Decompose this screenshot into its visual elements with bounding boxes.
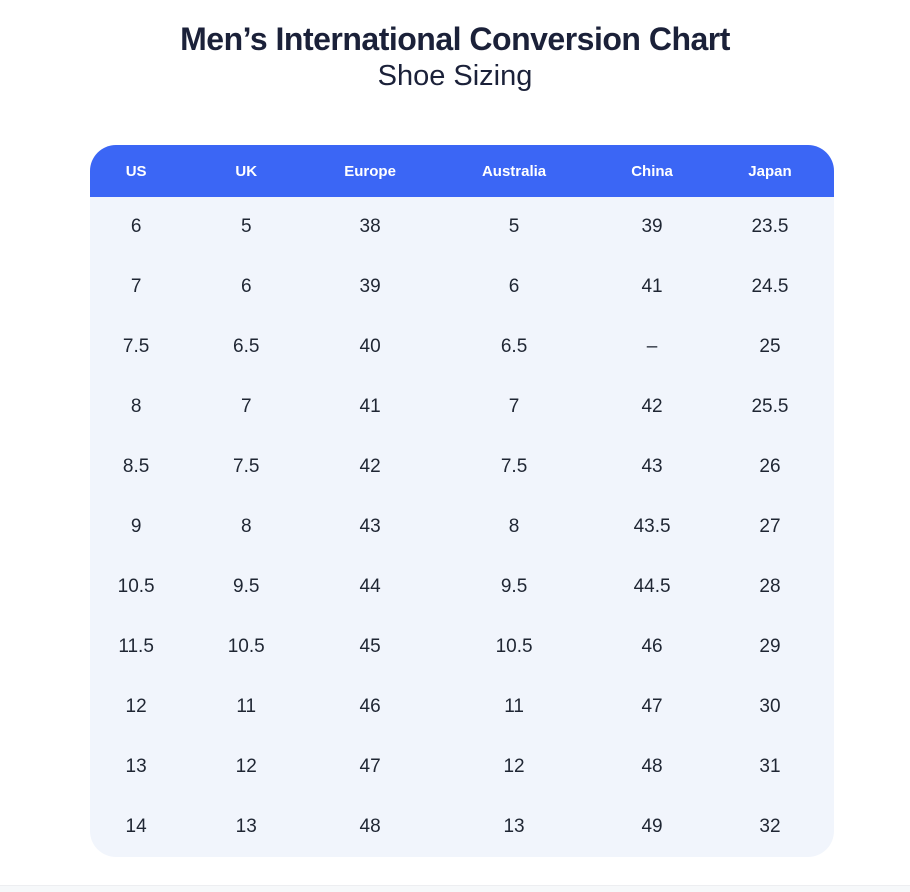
table-cell: 42	[359, 456, 381, 477]
table-cell: 9.5	[500, 576, 528, 597]
table-cell: 7	[508, 396, 520, 417]
conversion-table: US UK Europe Australia China Japan 6 5 38 5 39 23.…	[90, 145, 834, 857]
column-header-japan: Japan	[748, 162, 792, 180]
table-cell: 7.5	[122, 336, 150, 357]
table-cell: 48	[641, 756, 663, 777]
table-cell: 41	[641, 276, 663, 297]
table-cell: 8.5	[122, 456, 150, 477]
column-header-us: US	[125, 162, 147, 180]
table-body: 6 5 38 5 39 23.5 7 6 39 6 41 24.5 7.5 6.5 40 6.5 – 25 8 7 41…	[90, 197, 834, 857]
footer-strip	[0, 885, 910, 892]
table-cell: 13	[125, 756, 147, 777]
table-cell: 39	[641, 216, 663, 237]
table-cell: 8	[240, 516, 252, 537]
table-cell: 6	[508, 276, 520, 297]
table-row: 14 13 48 13 49 32	[90, 797, 834, 857]
table-header-row: US UK Europe Australia China Japan	[90, 145, 834, 197]
table-cell: 12	[125, 696, 147, 717]
table-cell: 7	[240, 396, 252, 417]
table-cell: 25	[759, 336, 781, 357]
table-cell: 43.5	[633, 516, 671, 537]
table-cell: 14	[125, 816, 147, 837]
table-cell: 46	[641, 636, 663, 657]
table-cell: 41	[359, 396, 381, 417]
table-cell: 10.5	[117, 576, 155, 597]
table-cell: –	[646, 336, 658, 357]
table-cell: 6	[240, 276, 252, 297]
page-title: Men’s International Conversion Chart	[180, 21, 730, 57]
table-cell: 28	[759, 576, 781, 597]
column-header-australia: Australia	[481, 162, 547, 180]
table-cell: 48	[359, 816, 381, 837]
table-row: 8.5 7.5 42 7.5 43 26	[90, 437, 834, 497]
table-row: 13 12 47 12 48 31	[90, 737, 834, 797]
table-cell: 24.5	[751, 276, 789, 297]
table-cell: 32	[759, 816, 781, 837]
table-row: 6 5 38 5 39 23.5	[90, 197, 834, 257]
table-cell: 7	[130, 276, 142, 297]
column-header-uk: UK	[235, 162, 258, 180]
table-cell: 26	[759, 456, 781, 477]
table-cell: 46	[359, 696, 381, 717]
table-cell: 9	[130, 516, 142, 537]
table-cell: 43	[359, 516, 381, 537]
table-cell: 47	[641, 696, 663, 717]
table-cell: 31	[759, 756, 781, 777]
table-cell: 49	[641, 816, 663, 837]
table-cell: 5	[240, 216, 252, 237]
table-cell: 44	[359, 576, 381, 597]
table-cell: 9.5	[233, 576, 260, 597]
table-row: 9 8 43 8 43.5 27	[90, 497, 834, 557]
table-cell: 12	[503, 756, 525, 777]
table-cell: 30	[759, 696, 781, 717]
page-subtitle: Shoe Sizing	[377, 60, 533, 92]
table-cell: 29	[759, 636, 781, 657]
table-row: 8 7 41 7 42 25.5	[90, 377, 834, 437]
table-cell: 43	[641, 456, 663, 477]
table-row: 7 6 39 6 41 24.5	[90, 257, 834, 317]
table-cell: 12	[235, 756, 257, 777]
table-cell: 6	[130, 216, 142, 237]
table-cell: 10.5	[495, 636, 533, 657]
table-cell: 11	[236, 696, 257, 717]
table-row: 7.5 6.5 40 6.5 – 25	[90, 317, 834, 377]
table-cell: 6.5	[233, 336, 260, 357]
table-cell: 7.5	[500, 456, 528, 477]
table-cell: 5	[508, 216, 520, 237]
column-header-europe: Europe	[344, 162, 396, 180]
table-cell: 10.5	[227, 636, 265, 657]
table-cell: 8	[130, 396, 142, 417]
table-cell: 25.5	[751, 396, 789, 417]
table-cell: 39	[359, 276, 381, 297]
table-cell: 8	[508, 516, 520, 537]
header-block: Men’s International Conversion Chart Sho…	[0, 0, 910, 94]
table-cell: 44.5	[633, 576, 671, 597]
table-cell: 23.5	[751, 216, 789, 237]
table-row: 12 11 46 11 47 30	[90, 677, 834, 737]
table-cell: 11.5	[118, 636, 154, 657]
table-cell: 42	[641, 396, 663, 417]
column-header-china: China	[631, 162, 673, 180]
table-cell: 45	[359, 636, 381, 657]
table-cell: 6.5	[500, 336, 528, 357]
table-cell: 13	[503, 816, 525, 837]
table-row: 11.5 10.5 45 10.5 46 29	[90, 617, 834, 677]
table-cell: 40	[359, 336, 381, 357]
table-row: 10.5 9.5 44 9.5 44.5 28	[90, 557, 834, 617]
table-cell: 13	[235, 816, 257, 837]
table-cell: 38	[359, 216, 381, 237]
table-cell: 7.5	[233, 456, 260, 477]
table-cell: 27	[759, 516, 781, 537]
table-cell: 47	[359, 756, 381, 777]
table-cell: 11	[504, 696, 524, 717]
